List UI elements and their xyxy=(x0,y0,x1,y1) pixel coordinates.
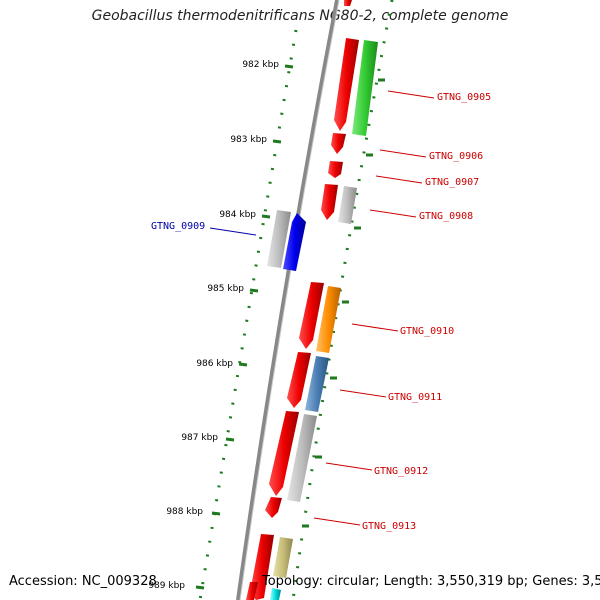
cds-feature[interactable] xyxy=(287,352,311,408)
sequence-backbone xyxy=(236,0,339,600)
outer-track-ticks xyxy=(302,78,385,528)
gene-bar-cyan[interactable] xyxy=(270,588,281,600)
scale-ring xyxy=(198,29,298,600)
gene-bar-khaki[interactable] xyxy=(273,537,293,578)
cds-feature[interactable] xyxy=(331,133,346,154)
gene-label[interactable]: GTNG_0913 xyxy=(362,521,416,532)
kbp-tick-label: 986 kbp xyxy=(196,359,233,369)
gene-label[interactable]: GTNG_0906 xyxy=(429,151,483,162)
kbp-tick xyxy=(261,214,271,219)
kbp-tick-label: 982 kbp xyxy=(242,60,279,70)
kbp-tick xyxy=(211,511,221,516)
gene-bar-gray[interactable] xyxy=(267,210,291,268)
cds-feature[interactable] xyxy=(328,161,343,178)
gene-labels: GTNG_0905 GTNG_0906 GTNG_0907 GTNG_0908 … xyxy=(151,92,491,532)
cds-feature[interactable] xyxy=(246,582,258,600)
gene-bar-orange[interactable] xyxy=(316,286,341,353)
gene-label-leaders xyxy=(209,90,435,526)
kbp-tick-label: 984 kbp xyxy=(219,210,256,220)
gene-label[interactable]: GTNG_0907 xyxy=(425,177,479,188)
cds-feature[interactable] xyxy=(299,282,324,349)
sequence-backbone-highlight xyxy=(239,0,340,600)
gene-label[interactable]: GTNG_0911 xyxy=(388,392,442,403)
gene-label[interactable]: GTNG_0910 xyxy=(400,326,454,337)
gene-bar-gray[interactable] xyxy=(338,186,357,224)
forward-annotation-track xyxy=(270,40,378,600)
kbp-tick-label: 987 kbp xyxy=(181,433,218,443)
cds-feature[interactable] xyxy=(265,497,282,518)
kbp-tick-label: 985 kbp xyxy=(207,284,244,294)
kbp-tick-label: 988 kbp xyxy=(166,507,203,517)
kbp-tick-label: 983 kbp xyxy=(230,135,267,145)
kbp-tick xyxy=(272,139,282,144)
gene-bar-gray[interactable] xyxy=(287,414,317,502)
cds-feature[interactable] xyxy=(321,184,338,220)
gene-label[interactable]: GTNG_0908 xyxy=(419,211,473,222)
kbp-tick xyxy=(195,585,205,590)
gene-label[interactable]: GTNG_0912 xyxy=(374,466,428,477)
kbp-scale: 982 kbp 983 kbp 984 kbp 985 kbp 986 kbp … xyxy=(148,60,294,591)
cds-feature[interactable] xyxy=(269,411,299,496)
gene-bar-green[interactable] xyxy=(352,40,378,136)
map-title: Geobacillus thermodenitrificans NG80-2, … xyxy=(91,8,509,24)
forward-cds-track xyxy=(246,0,359,600)
topology-label: Topology: circular; Length: 3,550,319 bp… xyxy=(262,574,600,589)
kbp-tick-label: 989 kbp xyxy=(148,581,185,591)
cds-feature[interactable] xyxy=(334,38,359,131)
gene-bar-steel[interactable] xyxy=(305,356,329,412)
cds-feature-reverse[interactable] xyxy=(283,213,306,271)
gene-label[interactable]: GTNG_0909 xyxy=(151,221,205,232)
forward-track-ring xyxy=(291,0,394,600)
cds-feature[interactable] xyxy=(344,0,352,6)
kbp-tick xyxy=(238,362,248,367)
kbp-tick xyxy=(225,437,235,442)
accession-label: Accession: NC_009328 xyxy=(9,574,157,589)
kbp-tick xyxy=(249,288,259,293)
kbp-tick xyxy=(284,64,294,69)
gene-label[interactable]: GTNG_0905 xyxy=(437,92,491,103)
reverse-cds-track xyxy=(267,210,306,271)
